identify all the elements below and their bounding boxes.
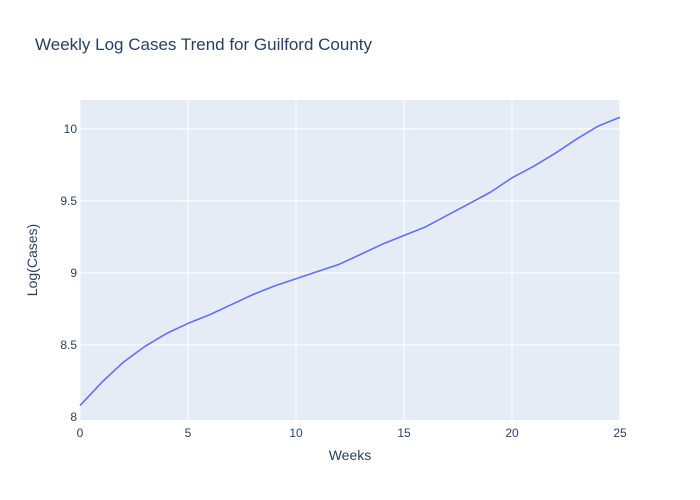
series-line-0	[79, 116, 621, 407]
y-tick-label-0: 8.5	[60, 338, 77, 352]
x-tick-label-1: 5	[185, 426, 192, 440]
chart-title: Weekly Log Cases Trend for Guilford Coun…	[35, 35, 373, 54]
x-tick-label-0: 0	[77, 426, 84, 440]
y-tick-label-1: 9	[70, 266, 77, 280]
x-tick-label-2: 10	[289, 426, 303, 440]
tick-labels: 0 5 10 15 20 25 8.5 9 9.5 10 8	[60, 122, 627, 440]
x-tick-label-4: 20	[505, 426, 519, 440]
y-tick-label-3: 10	[64, 122, 78, 136]
grid-lines	[79, 100, 621, 420]
x-axis-label: Weeks	[329, 447, 372, 463]
series-layer	[79, 116, 621, 407]
y-axis-label: Log(Cases)	[24, 224, 40, 296]
y-tick-label-8: 8	[70, 410, 77, 424]
x-tick-label-3: 15	[397, 426, 411, 440]
x-tick-label-5: 25	[613, 426, 627, 440]
y-tick-label-2: 9.5	[60, 194, 77, 208]
